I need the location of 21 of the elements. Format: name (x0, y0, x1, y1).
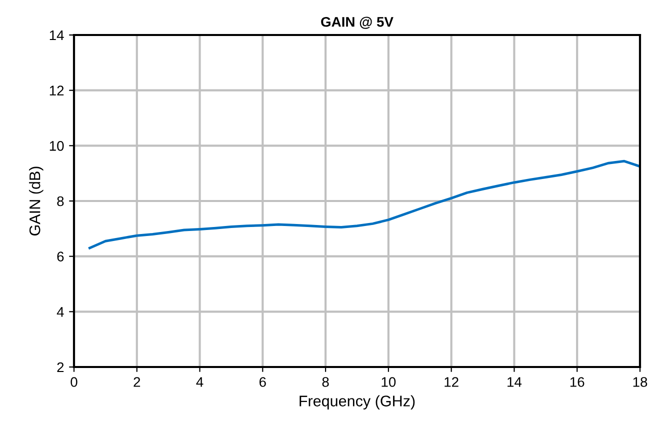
x-axis-title: Frequency (GHz) (300, 395, 415, 410)
y-tick-label: 2 (57, 362, 64, 372)
x-tick-label: 4 (196, 377, 204, 387)
line-series (88, 160, 640, 250)
y-tick-label: 8 (57, 196, 64, 206)
x-tick-label: 18 (633, 377, 648, 387)
chart-title: GAIN @ 5V (321, 16, 394, 29)
x-tick-label: 12 (444, 377, 458, 387)
y-tick-label: 12 (50, 86, 64, 96)
x-tick-label: 8 (322, 377, 329, 387)
y-tick-label: 14 (50, 30, 64, 40)
x-tick-label: 0 (70, 377, 78, 387)
y-tick-label: 6 (57, 252, 64, 262)
y-axis-title: GAIN (dB) (29, 166, 44, 236)
y-tick-label: 4 (56, 307, 64, 317)
y-tick-label: 10 (50, 141, 64, 151)
x-tick-label: 16 (570, 377, 584, 387)
x-tick-label: 6 (260, 377, 266, 387)
x-tick-label: 10 (382, 377, 396, 387)
x-tick-label: 14 (508, 377, 522, 387)
x-tick-label: 2 (134, 377, 140, 387)
